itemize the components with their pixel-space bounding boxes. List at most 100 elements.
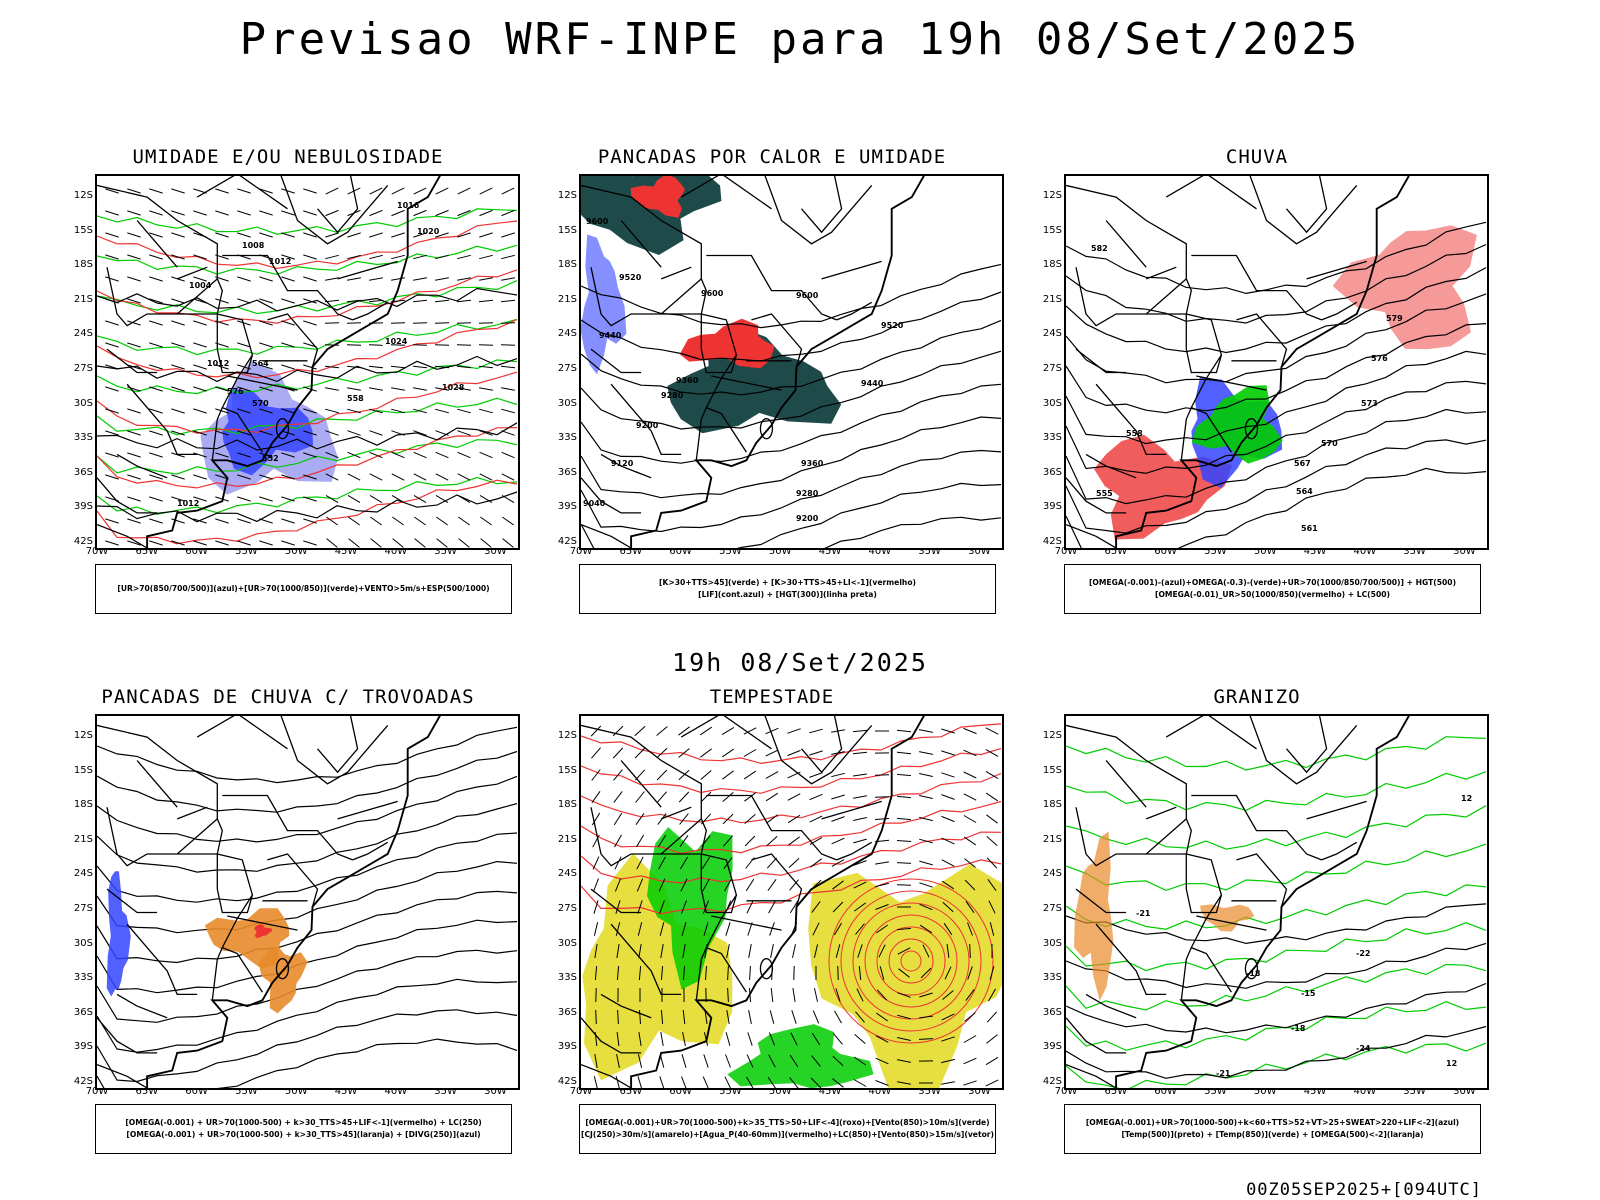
wind-vector: [105, 452, 119, 458]
wind-vector: [969, 943, 971, 959]
wind-vector: [963, 1080, 977, 1086]
panel-title: TEMPESTADE: [709, 686, 835, 708]
wind-vector: [809, 793, 823, 801]
wind-vector: [193, 364, 207, 370]
wind-vector: [616, 965, 620, 981]
wind-vector: [590, 725, 602, 737]
wind-vectors: [590, 725, 999, 1088]
wind-vector: [660, 965, 664, 981]
wind-vector: [237, 430, 251, 436]
wind-vector: [681, 900, 687, 914]
border-line: [227, 375, 298, 391]
streamline-ring: [852, 902, 970, 1020]
lat-tick-label: 21S: [557, 293, 577, 305]
lat-tick-label: 27S: [1042, 903, 1062, 914]
contour-label: 570: [1321, 439, 1338, 448]
wind-vector: [919, 816, 933, 822]
wind-vector: [699, 726, 713, 736]
contour-line: [581, 747, 1002, 794]
streamline-ring: [840, 890, 982, 1032]
border-line: [1075, 348, 1127, 374]
border-line: [620, 220, 662, 268]
wind-vector: [456, 365, 472, 369]
wind-vector: [457, 473, 471, 481]
wind-vector: [656, 747, 668, 759]
wind-vector: [149, 298, 163, 304]
lat-tick-label: 33S: [1042, 972, 1062, 984]
lon-tick-label: 30W: [968, 1086, 991, 1097]
wind-vector: [965, 989, 975, 1001]
divergence-blue-area: [106, 871, 131, 997]
wind-vector: [814, 988, 818, 1002]
wind-vector: [788, 857, 800, 869]
wind-vector: [853, 1079, 867, 1087]
lon-tick-label: 65W: [135, 1086, 159, 1097]
lon-tick-label: 45W: [1303, 546, 1327, 557]
wind-vector: [612, 747, 624, 759]
lon-tick-label: 40W: [1353, 546, 1377, 557]
panel-rain: CHUVA 12S 15S 18S 21S 24S 27S 30S 33S 36S 39S 42S 70…: [1017, 146, 1497, 616]
wind-vector: [919, 838, 933, 844]
wind-vector: [436, 516, 448, 526]
wind-vector: [171, 210, 185, 216]
wind-vector: [215, 386, 229, 392]
wind-vector: [171, 188, 185, 194]
contour-label: -15: [1301, 989, 1316, 998]
map-svg: [97, 716, 518, 1088]
wind-vector: [413, 277, 427, 281]
wind-vector: [941, 859, 955, 867]
lat-tick-label: 33S: [557, 432, 577, 444]
lat-tick-label: 18S: [73, 259, 93, 271]
wind-vector: [193, 210, 207, 216]
wind-vector: [852, 751, 868, 755]
wind-vector: [767, 1076, 776, 1088]
wind-vector: [876, 924, 888, 934]
wind-vector: [965, 901, 975, 913]
wind-vector: [259, 364, 273, 370]
wind850-green-area: [647, 827, 733, 990]
wind-vector: [918, 1038, 934, 1040]
wind-vector: [678, 791, 690, 803]
contour-line: [97, 244, 518, 276]
wind-vector: [502, 538, 514, 548]
lagoon: [1244, 418, 1259, 440]
wind-vector: [501, 187, 515, 195]
wind-vector: [746, 1076, 754, 1088]
wind-vector: [789, 900, 799, 914]
lon-tick-label: 35W: [434, 1086, 457, 1097]
lat-tick-label: 18S: [557, 799, 577, 811]
thunder-orange-area-2: [258, 946, 308, 1014]
wind-vector: [853, 860, 867, 866]
contour-line: [97, 479, 518, 545]
border-line: [581, 1017, 642, 1054]
contour-label: 9120: [611, 459, 634, 468]
wind-vector: [237, 496, 251, 502]
wind-vector: [413, 209, 427, 217]
lon-tick-label: 45W: [818, 546, 842, 557]
lat-tick-label: 24S: [1042, 868, 1062, 880]
contour-label: 1008: [242, 241, 265, 250]
wind-vector: [478, 344, 494, 346]
panel-thunderstorm-showers: PANCADAS DE CHUVA C/ TROVOADAS 12S 15S 18S 2…: [48, 686, 528, 1156]
lat-tick-label: 21S: [557, 833, 577, 845]
border-line: [1191, 254, 1322, 321]
wind-vector: [390, 344, 406, 346]
wind-vector: [370, 516, 382, 526]
latitude-labels: 12S 15S 18S 21S 24S 27S 30S 33S 36S 39S 42S: [48, 174, 93, 550]
contour-line: [1066, 243, 1487, 324]
wind-vector: [809, 728, 823, 734]
wind-vector: [412, 299, 428, 303]
wind-vector: [479, 387, 493, 391]
wind-vector: [326, 538, 338, 548]
latitude-labels: 12S 15S 18S 21S 24S 27S 30S 33S 36S 39S 42S: [1017, 174, 1062, 550]
wind-vector: [942, 990, 954, 1000]
border-line: [1196, 915, 1267, 931]
wind-vector: [435, 408, 449, 414]
legend-line: [OMEGA(-0.001)+UR>70(1000-500)+k>35_TTS>…: [585, 1118, 990, 1127]
wind-vector: [259, 408, 273, 414]
wind-vector: [659, 1076, 665, 1088]
wind-vector: [326, 516, 338, 526]
wind-vector: [941, 728, 955, 734]
wind-vector: [457, 254, 471, 260]
border-line: [821, 260, 882, 280]
